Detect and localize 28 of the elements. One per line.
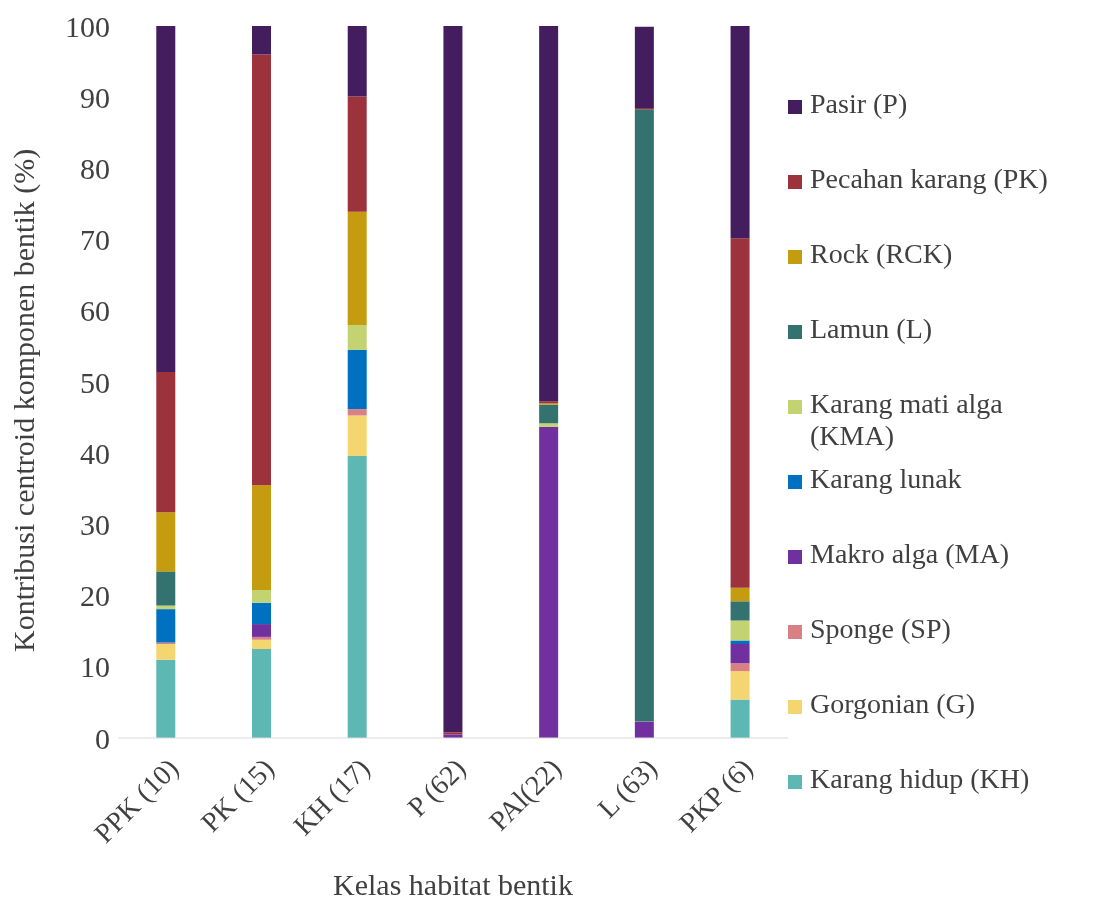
y-tick-label: 70 — [80, 223, 110, 257]
legend-label: Makro alga (MA) — [810, 538, 1010, 570]
y-tick-label: 30 — [80, 508, 110, 542]
y-tick-label: 100 — [65, 9, 110, 43]
x-axis-title: Kelas habitat bentik — [332, 868, 574, 902]
x-tick-label: PK (15) — [194, 752, 280, 838]
x-tick-label: PKP (6) — [672, 752, 759, 839]
y-tick-label: 20 — [80, 579, 110, 613]
legend-label: Sponge (SP) — [810, 613, 951, 645]
y-tick-label: 50 — [80, 365, 110, 399]
legend-label: Lamun (L) — [810, 313, 933, 345]
legend-label: Pasir (P) — [810, 88, 908, 120]
x-tick-label: KH (17) — [287, 752, 376, 841]
x-tick-label: P (62) — [401, 752, 472, 823]
y-tick-label: 40 — [80, 436, 110, 470]
x-tick-label: L (63) — [591, 752, 663, 824]
legend-label: Karang hidup (KH) — [810, 763, 1030, 795]
legend-label: Pecahan karang (PK) — [810, 163, 1048, 195]
y-axis-title: Kontribusi centroid komponen bentik (%) — [6, 148, 41, 652]
y-tick-label: 10 — [80, 650, 110, 684]
y-tick-label: 0 — [95, 721, 110, 755]
legend-label: Karang lunak — [810, 463, 962, 495]
y-tick-label: 60 — [80, 294, 110, 328]
legend-label: Gorgonian (G) — [810, 688, 976, 720]
legend-label: Karang mati alga (KMA) — [810, 388, 1004, 452]
legend-label: Rock (RCK) — [810, 238, 953, 270]
y-tick-label: 80 — [80, 152, 110, 186]
y-tick-label: 90 — [80, 80, 110, 114]
